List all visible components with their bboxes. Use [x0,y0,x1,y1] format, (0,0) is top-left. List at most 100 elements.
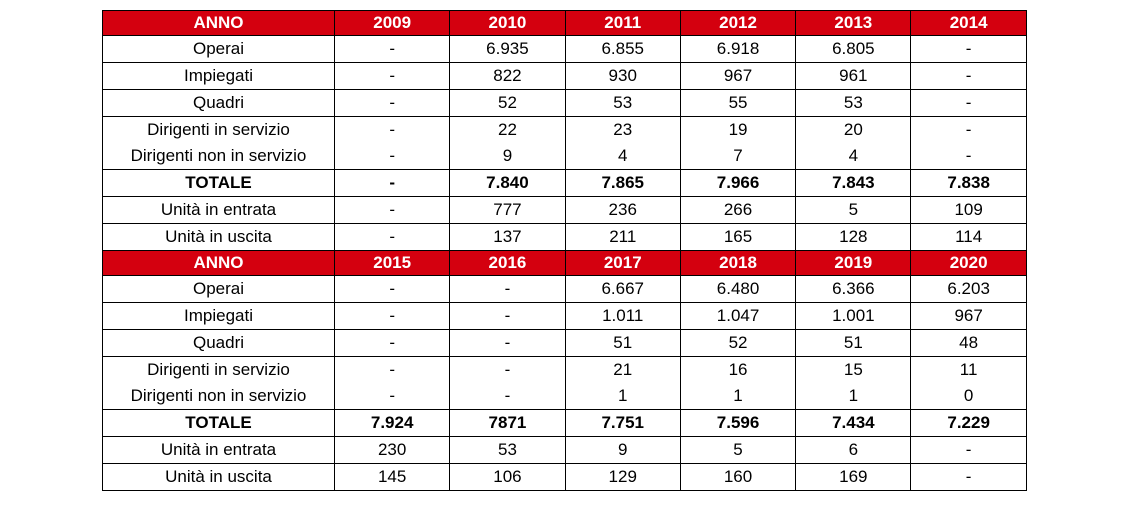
value-cell: 7.434 [795,409,912,437]
year-header-cell: 2014 [910,10,1027,36]
row-label-cell: Unità in uscita [102,223,335,251]
value-cell: 15 [795,356,912,383]
value-cell: 21 [564,356,681,383]
table-row: Unità in uscita 145 106 129 160 169- [102,463,1027,491]
value-cell: 5 [795,196,912,224]
value-cell: - [449,383,566,410]
value-cell: - [449,275,566,303]
value-cell: 19 [679,116,797,143]
table-row: Unità in entrata -777 236 266 5 109 [102,196,1027,224]
value-cell: 55 [679,89,797,117]
value-cell: - [333,196,451,224]
value-cell: - [910,436,1027,464]
value-cell: 7.843 [795,169,912,197]
row-label-cell: Quadri [102,329,335,357]
table-row: TOTALE -7.840 7.865 7.966 7.843 7.838 [102,169,1027,197]
value-cell: 822 [449,62,566,90]
value-cell: 53 [795,89,912,117]
value-cell: 266 [679,196,797,224]
value-cell: 7871 [449,409,566,437]
year-header-cell: 2013 [795,10,912,36]
row-label-cell: Unità in entrata [102,196,335,224]
year-header-cell: 2009 [333,10,451,36]
value-cell: 961 [795,62,912,90]
value-cell: 165 [679,223,797,251]
value-cell: - [333,116,451,143]
table-row: Unità in uscita -137 211 165 128 114 [102,223,1027,251]
value-cell: 51 [564,329,681,357]
value-cell: 7.751 [564,409,681,437]
value-cell: 16 [679,356,797,383]
row-label-cell: Unità in uscita [102,463,335,491]
value-cell: - [333,275,451,303]
row-label-cell: TOTALE [102,409,335,437]
row-label-cell: Quadri [102,89,335,117]
value-cell: - [910,463,1027,491]
value-cell: 7.596 [679,409,797,437]
value-cell: 4 [795,143,912,170]
value-cell: 51 [795,329,912,357]
year-header-cell: 2012 [679,10,797,36]
value-cell: 109 [910,196,1027,224]
year-header-cell: 2016 [449,250,566,276]
row-label-cell: Dirigenti in servizio [102,356,335,383]
table-row: TOTALE 7.924 7871 7.751 7.596 7.434 7.229 [102,409,1027,437]
year-header-cell: 2010 [449,10,566,36]
value-cell: - [333,223,451,251]
value-cell: 1 [679,383,797,410]
row-label-cell: Unità in entrata [102,436,335,464]
table-row: Dirigenti in servizio -22 23 19 20- [102,116,1027,143]
value-cell: 160 [679,463,797,491]
header-label-cell: ANNO [102,10,335,36]
table-row: Operai - -6.667 6.480 6.366 6.203 [102,275,1027,303]
value-cell: 129 [564,463,681,491]
row-label-cell: TOTALE [102,169,335,197]
row-label-cell: Dirigenti in servizio [102,116,335,143]
value-cell: 7.229 [910,409,1027,437]
value-cell: - [333,383,451,410]
row-label-cell: Operai [102,275,335,303]
value-cell: 1.047 [679,302,797,330]
row-label-cell: Dirigenti non in servizio [102,383,335,410]
value-cell: - [333,89,451,117]
value-cell: 9 [564,436,681,464]
value-cell: 23 [564,116,681,143]
value-cell: 114 [910,223,1027,251]
row-label-cell: Impiegati [102,302,335,330]
value-cell: - [333,169,451,197]
value-cell: - [333,329,451,357]
value-cell: 236 [564,196,681,224]
header-row: ANNO 2015 2016 2017 2018 2019 2020 [102,250,1027,276]
value-cell: - [449,356,566,383]
table-row: Dirigenti non in servizio - -1 1 1 0 [102,383,1027,410]
value-cell: 211 [564,223,681,251]
year-header-cell: 2011 [564,10,681,36]
value-cell: 1 [795,383,912,410]
table-row: Dirigenti in servizio - -21 16 15 11 [102,356,1027,383]
value-cell: 137 [449,223,566,251]
value-cell: 20 [795,116,912,143]
value-cell: - [333,35,451,63]
value-cell: - [333,143,451,170]
value-cell: 7.924 [333,409,451,437]
value-cell: - [910,62,1027,90]
value-cell: 967 [679,62,797,90]
table-row: Dirigenti non in servizio -9 4 7 4- [102,143,1027,170]
year-header-cell: 2019 [795,250,912,276]
table-row: Operai -6.935 6.855 6.918 6.805- [102,35,1027,63]
year-header-cell: 2015 [333,250,451,276]
value-cell: 106 [449,463,566,491]
value-cell: 1.011 [564,302,681,330]
value-cell: 53 [449,436,566,464]
value-cell: 11 [910,356,1027,383]
value-cell: 7.840 [449,169,566,197]
value-cell: - [910,116,1027,143]
value-cell: 6.935 [449,35,566,63]
value-cell: 6.855 [564,35,681,63]
year-header-cell: 2018 [679,250,797,276]
value-cell: 777 [449,196,566,224]
value-cell: 930 [564,62,681,90]
value-cell: 230 [333,436,451,464]
value-cell: 967 [910,302,1027,330]
value-cell: 48 [910,329,1027,357]
